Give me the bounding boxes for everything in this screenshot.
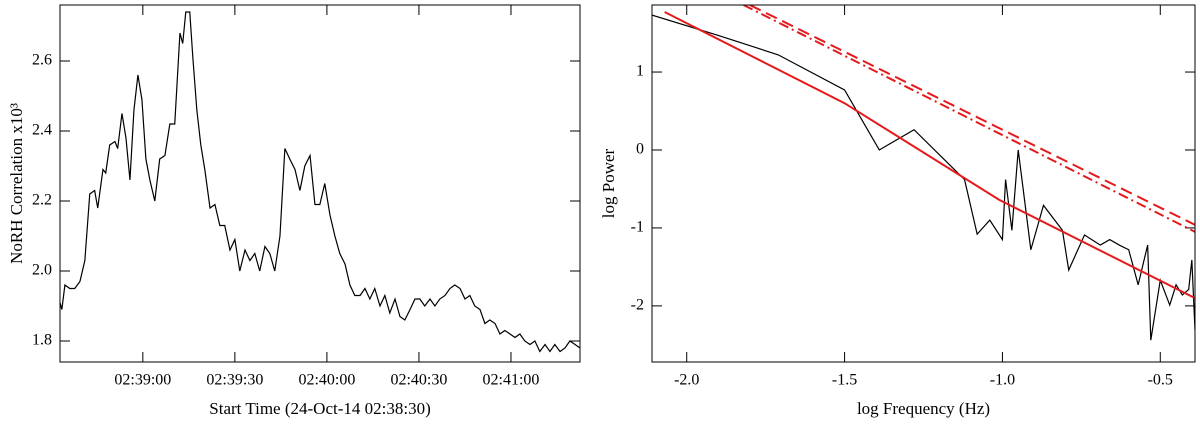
x-axis-label: Start Time (24-Oct-14 02:38:30) (209, 399, 430, 418)
y-tick-label: 1 (636, 63, 644, 80)
plot-frame (59, 4, 581, 363)
x-axis-label: log Frequency (Hz) (857, 399, 990, 418)
x-tick-label: 02:41:00 (483, 372, 540, 389)
plot-frame (651, 4, 1196, 363)
x-tick-label: 02:39:30 (206, 372, 263, 389)
x-tick-label: -1.5 (832, 372, 857, 389)
y-tick-label: 2.2 (32, 192, 52, 209)
y-tick-label: -1 (631, 219, 644, 236)
y-tick-label: 2.6 (32, 52, 52, 69)
y-axis-label: NoRH Correlation x10³ (7, 103, 26, 264)
y-tick-label: -2 (631, 297, 644, 314)
data-line (664, 11, 1195, 299)
data-line (60, 11, 580, 353)
data-line (743, 5, 1195, 233)
y-tick-label: 1.8 (32, 332, 52, 349)
y-axis-label: log Power (599, 148, 618, 218)
x-tick-label: 02:40:30 (390, 372, 447, 389)
data-line (652, 14, 1195, 341)
x-tick-label: 02:39:00 (114, 372, 171, 389)
y-tick-label: 2.4 (32, 122, 52, 139)
x-tick-label: -1.0 (990, 372, 1015, 389)
x-tick-label: 02:40:00 (298, 372, 355, 389)
y-tick-label: 0 (636, 141, 644, 158)
x-tick-label: -0.5 (1148, 372, 1173, 389)
x-tick-label: -2.0 (674, 372, 699, 389)
y-tick-label: 2.0 (32, 262, 52, 279)
data-line (749, 5, 1195, 226)
